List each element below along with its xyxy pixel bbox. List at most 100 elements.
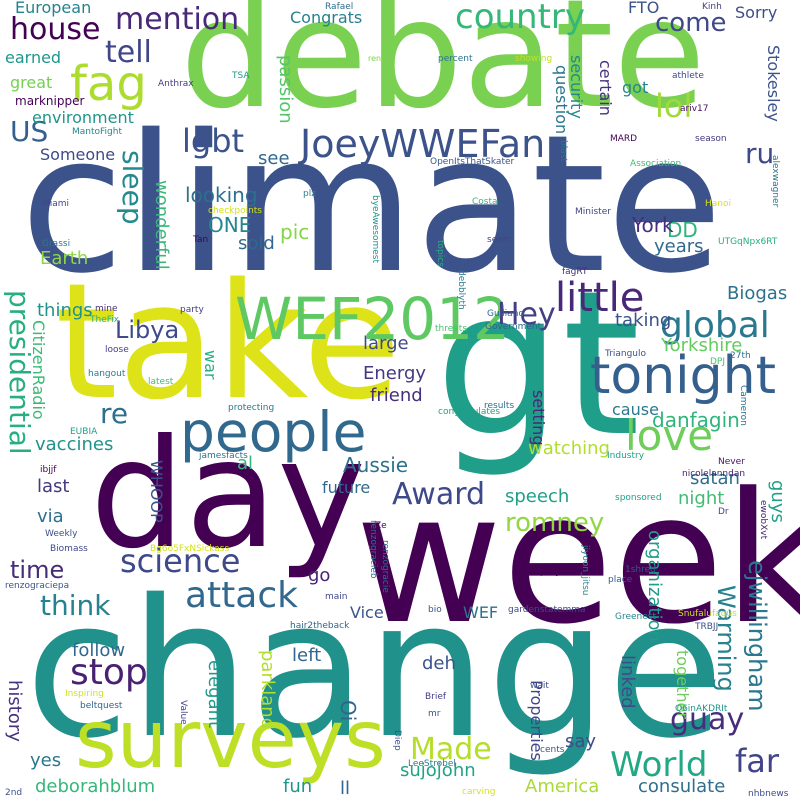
word-Sorry: Sorry bbox=[735, 3, 778, 22]
word-party: party bbox=[180, 305, 204, 315]
word-jiyoon_jitsu: jiyoon_jitsu bbox=[580, 545, 590, 596]
word-1shred: 1shred bbox=[625, 565, 656, 575]
word-global: global bbox=[660, 305, 770, 346]
word-country: country bbox=[455, 0, 586, 37]
word-TRBJJ: TRBJJ bbox=[695, 622, 719, 632]
word-security: security bbox=[567, 55, 586, 119]
word-Congrats: Congrats bbox=[290, 8, 363, 27]
word-passion: passion bbox=[275, 55, 296, 124]
word-Made: Made bbox=[410, 732, 492, 767]
word-WEF2012: WEF2012 bbox=[235, 285, 510, 353]
word-DD: DD bbox=[667, 218, 698, 242]
word-Vice: Vice bbox=[350, 603, 384, 622]
word-last: last bbox=[37, 476, 70, 497]
word-renz: renz bbox=[368, 54, 386, 63]
word-friend: friend bbox=[370, 385, 423, 406]
word-romney: romney bbox=[505, 508, 605, 538]
word-deborahblum: deborahblum bbox=[35, 776, 156, 797]
word-showing: showing bbox=[515, 54, 553, 64]
word-jamesfacts: jamesfacts bbox=[199, 451, 248, 461]
word-latest: latest bbox=[148, 377, 174, 387]
word-wonderful: wonderful bbox=[151, 180, 172, 270]
word-presidential: presidential bbox=[3, 290, 36, 455]
word-seem: seem bbox=[487, 235, 512, 245]
word-Stokesley: Stokesley bbox=[764, 45, 783, 122]
word-left: left bbox=[292, 645, 322, 666]
word-beltquest: beltquest bbox=[80, 701, 123, 711]
word-Tan: Tan bbox=[193, 235, 209, 245]
word-topics: topics bbox=[435, 240, 445, 267]
word-US: US bbox=[10, 115, 49, 148]
word-carving: carving bbox=[462, 787, 496, 797]
word-athlete: athlete bbox=[672, 71, 704, 81]
word-blast: blast bbox=[558, 140, 568, 162]
word-Q6inAKDRIt: Q6inAKDRIt bbox=[675, 704, 728, 714]
word-Properties: Properties bbox=[527, 680, 546, 761]
word-protecting: protecting bbox=[228, 403, 275, 413]
word-Cameron: Cameron bbox=[738, 385, 748, 426]
word-renzograciepa: renzograciepa bbox=[5, 581, 70, 591]
word-fun: fun bbox=[283, 776, 313, 797]
word-Someone: Someone bbox=[40, 145, 116, 164]
word-marknipper: marknipper bbox=[15, 94, 85, 108]
word-elegant: elegant bbox=[204, 660, 225, 729]
word-little: little bbox=[555, 275, 645, 321]
word-main: main bbox=[325, 592, 348, 602]
word-Earth: Earth bbox=[40, 248, 89, 269]
word-taking: taking bbox=[615, 310, 672, 331]
word-al: al bbox=[237, 453, 254, 474]
word-people: people bbox=[180, 400, 367, 464]
word-renzogracie: renzogracie bbox=[380, 540, 390, 593]
word-results: results bbox=[484, 401, 515, 411]
word-nicolelanndan: nicolelanndan bbox=[682, 469, 746, 479]
word-loose: loose bbox=[105, 345, 129, 355]
word-York: York bbox=[632, 213, 674, 237]
word-sold: sold bbox=[238, 233, 275, 254]
word-alexwagner: alexwagner bbox=[770, 155, 780, 208]
word-JoeyWWEFan: JoeyWWEFan bbox=[300, 122, 546, 166]
word-MantoFight: MantoFight bbox=[72, 127, 122, 137]
word-cents: cents bbox=[540, 745, 565, 755]
word-EUBIA: EUBIA bbox=[70, 427, 98, 437]
word-ewobXvt: ewobXvt bbox=[758, 500, 768, 540]
word-stop: stop bbox=[70, 652, 148, 693]
word-TheFix: TheFix bbox=[90, 315, 120, 325]
word-mr: mr bbox=[428, 709, 441, 719]
word-Energy: Energy bbox=[363, 363, 427, 384]
word-fag: fag bbox=[70, 56, 147, 112]
word-say: say bbox=[565, 731, 597, 752]
word-looking: looking bbox=[185, 183, 258, 207]
word-organization: organization bbox=[644, 530, 665, 642]
word-Greenest: Greenest bbox=[615, 612, 657, 622]
word-WEF: WEF bbox=[463, 603, 499, 622]
word-Biogas: Biogas bbox=[727, 283, 788, 304]
word-Inspiring: Inspiring bbox=[65, 689, 104, 699]
word-season: season bbox=[695, 134, 727, 144]
word-Warming: Warming bbox=[712, 585, 740, 692]
word-surveys: surveys bbox=[75, 693, 386, 786]
word-time: time bbox=[10, 556, 65, 584]
word-pic: pic bbox=[280, 220, 310, 244]
word-TSA: TSA bbox=[232, 71, 250, 81]
word-vaccines: vaccines bbox=[35, 434, 114, 455]
word-Libya: Libya bbox=[115, 316, 180, 344]
word-place: place bbox=[608, 575, 633, 585]
word-years: years bbox=[654, 236, 704, 257]
word-ariv17: ariv17 bbox=[680, 104, 709, 114]
word-Diep: Diep bbox=[392, 730, 402, 751]
word-week: week bbox=[355, 455, 800, 664]
word-Snufalufagus: Snufalufagus bbox=[678, 609, 737, 619]
word-ejwillingham: ejwillingham bbox=[743, 560, 771, 712]
word-mine: mine bbox=[95, 304, 118, 314]
word-deh: deh bbox=[422, 653, 456, 674]
word-bio: bio bbox=[428, 605, 442, 615]
word-hair2theback: hair2theback bbox=[290, 621, 350, 631]
word-Kinh: Kinh bbox=[702, 2, 722, 12]
word-DPJ: DPJ bbox=[710, 357, 726, 367]
word-satan: satan bbox=[690, 468, 740, 489]
word-Grassi: Grassi bbox=[42, 239, 71, 249]
word-European: European bbox=[15, 0, 92, 17]
word-sujojohn: sujojohn bbox=[400, 760, 476, 781]
word-together: together bbox=[673, 650, 692, 719]
